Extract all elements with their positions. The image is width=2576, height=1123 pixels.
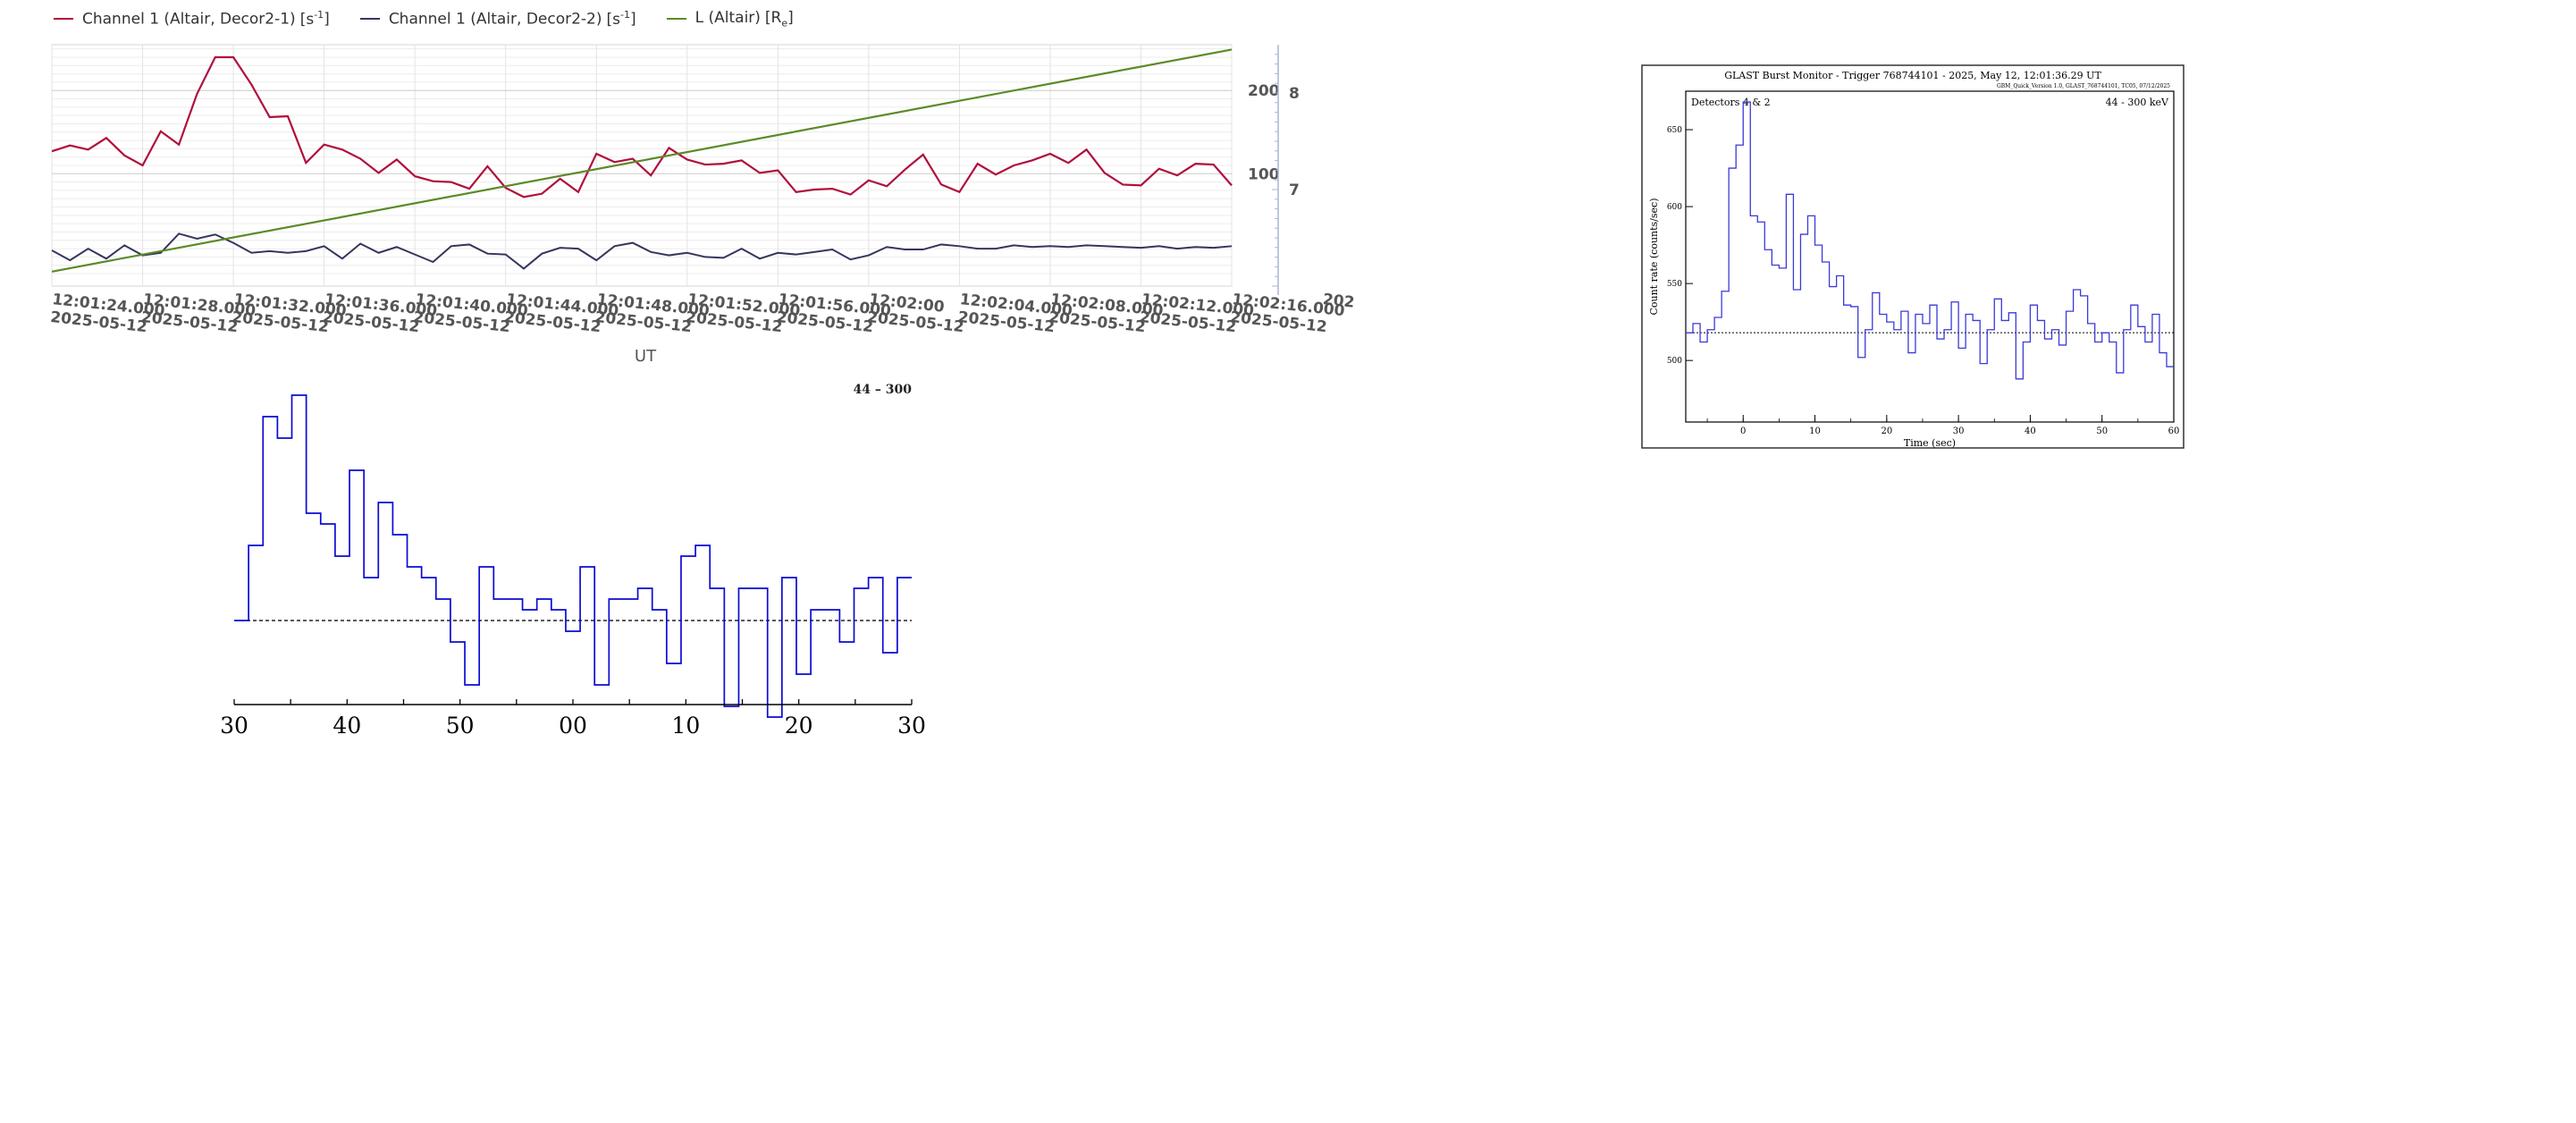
- timeseries-chart: 1002007812:01:24.0002025-05-1212:01:28.0…: [49, 44, 1355, 366]
- legend-label: Channel 1 (Altair, Decor2-2) [s-1]: [388, 9, 636, 29]
- detectors-label: Detectors 4 & 2: [1691, 97, 1771, 108]
- series-line-decor2-1: [51, 55, 1233, 198]
- legend-swatch: [359, 18, 380, 20]
- x-tick-label: 00: [559, 713, 587, 739]
- y-tick-label: 500: [1667, 357, 1682, 366]
- energy-annotation: 44 – 300: [854, 383, 913, 397]
- x-tick-label: 50: [446, 713, 475, 739]
- x-tick-label: 20: [785, 713, 813, 739]
- y-left-tick-label: 100: [1248, 165, 1280, 183]
- x-tick-label: 30: [220, 713, 248, 739]
- x-tick-label: 10: [1809, 426, 1821, 436]
- y-tick-label: 600: [1667, 203, 1682, 212]
- y-left-tick-label: 200: [1248, 82, 1280, 100]
- chart-title: GLAST Burst Monitor - Trigger 768744101 …: [1724, 70, 2101, 81]
- x-axis-title: Time (sec): [1904, 437, 1956, 449]
- series-line-l-altair: [51, 48, 1233, 273]
- y-axis-title: Count rate (counts/sec): [1648, 198, 1660, 316]
- chart-legend: Channel 1 (Altair, Decor2-1) [s-1] Channe…: [54, 5, 794, 32]
- y-right-tick-label: 7: [1289, 182, 1300, 199]
- series-line-decor2-2: [51, 232, 1233, 270]
- plot-frame: [1685, 90, 2175, 423]
- energy-band-label: 44 - 300 keV: [2106, 97, 2169, 108]
- legend-label: L (Altair) [Re]: [695, 8, 794, 30]
- x-tick-label: 0: [1740, 426, 1746, 436]
- legend-label: Channel 1 (Altair, Decor2-1) [s-1]: [82, 9, 330, 29]
- legend-swatch: [54, 18, 73, 20]
- x-tick-label: 12:01:32.0002025-05-12: [231, 291, 347, 338]
- legend-swatch: [666, 17, 686, 20]
- x-tick-label: 60: [2168, 426, 2180, 436]
- y-tick-label: 650: [1667, 126, 1682, 135]
- x-tick-label: 12:02:04.0002025-05-12: [957, 291, 1073, 338]
- x-axis-title: UT: [635, 347, 657, 366]
- count-rate-step-line: [1686, 101, 2174, 380]
- x-tick-label: 40: [2025, 426, 2036, 436]
- count-rate-step-line: [234, 394, 912, 718]
- x-tick-label: 40: [333, 713, 361, 739]
- x-tick-label: 30: [897, 713, 926, 739]
- y-tick-label: 550: [1667, 280, 1682, 289]
- x-tick-label: 202: [1322, 291, 1355, 312]
- figure-frame: [1641, 64, 2185, 449]
- legend-item[interactable]: Channel 1 (Altair, Decor2-2) [s-1]: [359, 9, 636, 29]
- x-tick-date: 2025-05-12: [866, 308, 964, 336]
- x-tick-label: 30: [1953, 426, 1965, 436]
- x-tick-label: 10: [671, 713, 700, 739]
- x-tick-label: 20: [1881, 426, 1892, 436]
- x-tick-label: 12:02:002025-05-12: [866, 291, 966, 336]
- chart-subtitle: GBM_Quick_Version 1.0, GLAST_768744101, …: [1997, 83, 2170, 89]
- legend-item[interactable]: Channel 1 (Altair, Decor2-1) [s-1]: [54, 9, 330, 29]
- y-right-tick-label: 8: [1289, 85, 1300, 103]
- gbm-lightcurve-chart: GLAST Burst Monitor - Trigger 768744101 …: [1641, 64, 2185, 449]
- legend-item[interactable]: L (Altair) [Re]: [666, 8, 794, 30]
- x-tick-label: 50: [2096, 426, 2108, 436]
- lightcurve-chart: 30 40 50 00 10 20 30 44 – 300: [220, 383, 926, 739]
- x-tick-time: 202: [1322, 291, 1355, 312]
- x-tick-label: 12:01:56.0002025-05-12: [776, 291, 892, 338]
